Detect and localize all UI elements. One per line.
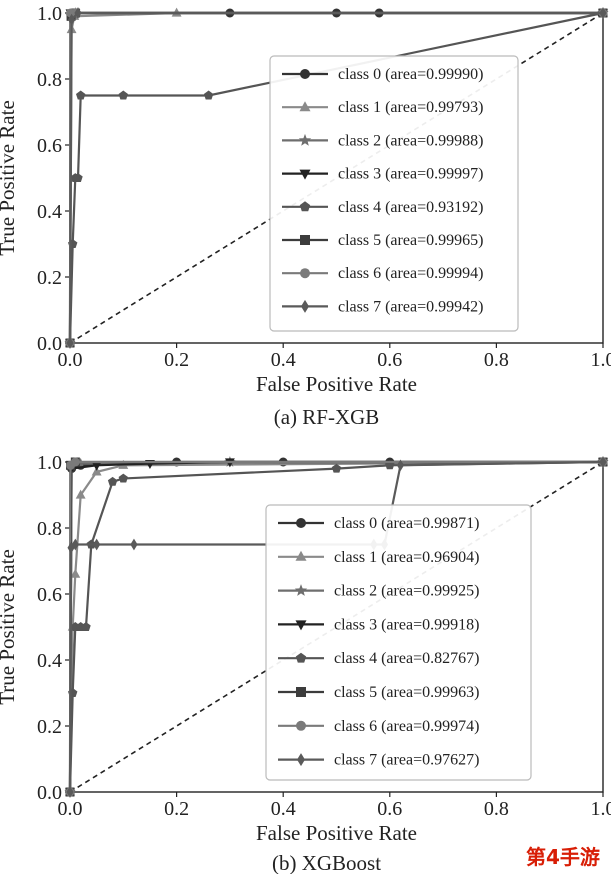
legend-marker [295, 550, 307, 561]
data-point [73, 173, 83, 182]
legend-marker [295, 620, 307, 631]
data-point [70, 568, 81, 578]
y-tick-label: 1.0 [37, 3, 62, 25]
x-tick-label: 0.0 [58, 349, 83, 371]
y-tick-label: 0.8 [37, 69, 62, 91]
roc-curve [68, 11, 604, 344]
y-tick-label: 0.4 [37, 201, 62, 223]
data-point [118, 473, 128, 483]
y-axis-label: True Positive Rate [0, 549, 19, 705]
data-point [71, 538, 79, 551]
y-tick-label: 1.0 [37, 452, 62, 474]
y-tick-label: 0.6 [37, 135, 62, 157]
legend-entry: class 6 (area=0.99974) [334, 718, 479, 735]
data-point [67, 13, 76, 26]
y-tick-label: 0.0 [37, 782, 62, 804]
data-point [118, 90, 128, 100]
legend-entry: class 2 (area=0.99925) [334, 583, 479, 600]
y-tick-label: 0.0 [37, 333, 62, 355]
legend-box [269, 55, 519, 332]
y-tick-label: 0.8 [37, 518, 62, 540]
data-point [81, 622, 91, 631]
legend-marker [299, 201, 311, 212]
data-point [331, 463, 342, 473]
data-point [203, 90, 214, 100]
y-tick-label: 0.4 [37, 650, 62, 672]
x-axis-label: False Positive Rate [256, 372, 417, 396]
y-tick-label: 0.2 [37, 267, 62, 289]
legend-box [265, 504, 532, 781]
x-tick-label: 0.2 [164, 798, 189, 820]
roc-curve [68, 11, 603, 344]
legend-entry: class 4 (area=0.82767) [334, 650, 479, 667]
x-tick-label: 1.0 [591, 798, 611, 820]
legend-marker [299, 101, 311, 112]
legend-entry: class 7 (area=0.97627) [334, 752, 479, 769]
y-axis-label: True Positive Rate [0, 100, 19, 256]
legend-entry: class 5 (area=0.99963) [334, 684, 479, 701]
x-tick-label: 0.2 [164, 349, 189, 371]
legend-marker [301, 299, 309, 313]
chart-caption: (b) XGBoost [272, 851, 381, 874]
legend-marker [295, 652, 307, 663]
legend-entry: class 4 (area=0.93192) [338, 199, 483, 216]
chart-caption: (a) RF-XGB [274, 405, 380, 429]
data-point [66, 337, 74, 349]
legend-entry: class 0 (area=0.99871) [334, 515, 479, 532]
series-class-7 [66, 7, 607, 349]
legend-entry: class 1 (area=0.99793) [338, 99, 483, 116]
legend-entry: class 5 (area=0.99965) [338, 232, 483, 249]
x-tick-label: 1.0 [591, 349, 611, 371]
x-tick-label: 0.0 [58, 798, 83, 820]
legend-marker [294, 584, 308, 596]
data-point [599, 7, 607, 19]
legend-marker [297, 753, 305, 767]
legend: class 0 (area=0.99990) class 1 (area=0.99… [269, 55, 519, 332]
data-point [70, 457, 80, 467]
data-point [599, 456, 607, 468]
legend-marker [300, 69, 310, 79]
legend-marker [299, 169, 311, 180]
legend-marker [300, 268, 310, 279]
x-tick-label: 0.4 [271, 349, 296, 371]
legend-marker [296, 518, 306, 528]
legend-entry: class 6 (area=0.99994) [338, 265, 483, 282]
data-point [76, 90, 86, 100]
data-point [91, 466, 102, 476]
data-point [93, 538, 101, 551]
data-point [396, 459, 405, 472]
x-axis-label: False Positive Rate [256, 821, 417, 845]
x-tick-label: 0.6 [377, 798, 402, 820]
x-tick-label: 0.6 [377, 349, 402, 371]
legend-entry: class 7 (area=0.99942) [338, 298, 483, 315]
legend-marker [296, 687, 306, 697]
watermark: 第4手游 [526, 845, 600, 869]
data-point [74, 7, 82, 19]
chart-panel-1: 0.0 0.2 0.4 0.6 0.8 1.0 0.0 0.2 0.4 0.6 0.8 1.0 Fals… [0, 3, 611, 429]
chart-panel-2: 0.0 0.2 0.4 0.6 0.8 1.0 0.0 0.2 0.4 0.6 0.8 1.0 Fals… [0, 452, 611, 874]
legend-entry: class 2 (area=0.99988) [338, 132, 483, 149]
data-point [66, 786, 74, 798]
x-tick-label: 0.8 [484, 798, 509, 820]
data-point [91, 461, 102, 471]
legend-entry: class 3 (area=0.99997) [338, 166, 483, 183]
legend-marker [296, 720, 306, 731]
legend-marker [300, 235, 310, 245]
data-point [130, 538, 138, 551]
series-class-4 [65, 8, 608, 347]
legend-entry: class 0 (area=0.99990) [338, 66, 483, 83]
legend-entry: class 3 (area=0.99918) [334, 616, 479, 633]
data-point [75, 489, 86, 499]
y-tick-label: 0.2 [37, 716, 62, 738]
data-point [107, 476, 118, 486]
legend: class 0 (area=0.99871) class 1 (area=0.96… [265, 504, 532, 781]
legend-marker [298, 133, 312, 146]
y-tick-label: 0.6 [37, 584, 62, 606]
x-tick-label: 0.4 [271, 798, 296, 820]
x-tick-label: 0.8 [484, 349, 509, 371]
series-class-7 [66, 456, 607, 798]
legend-entry: class 1 (area=0.96904) [334, 549, 479, 566]
